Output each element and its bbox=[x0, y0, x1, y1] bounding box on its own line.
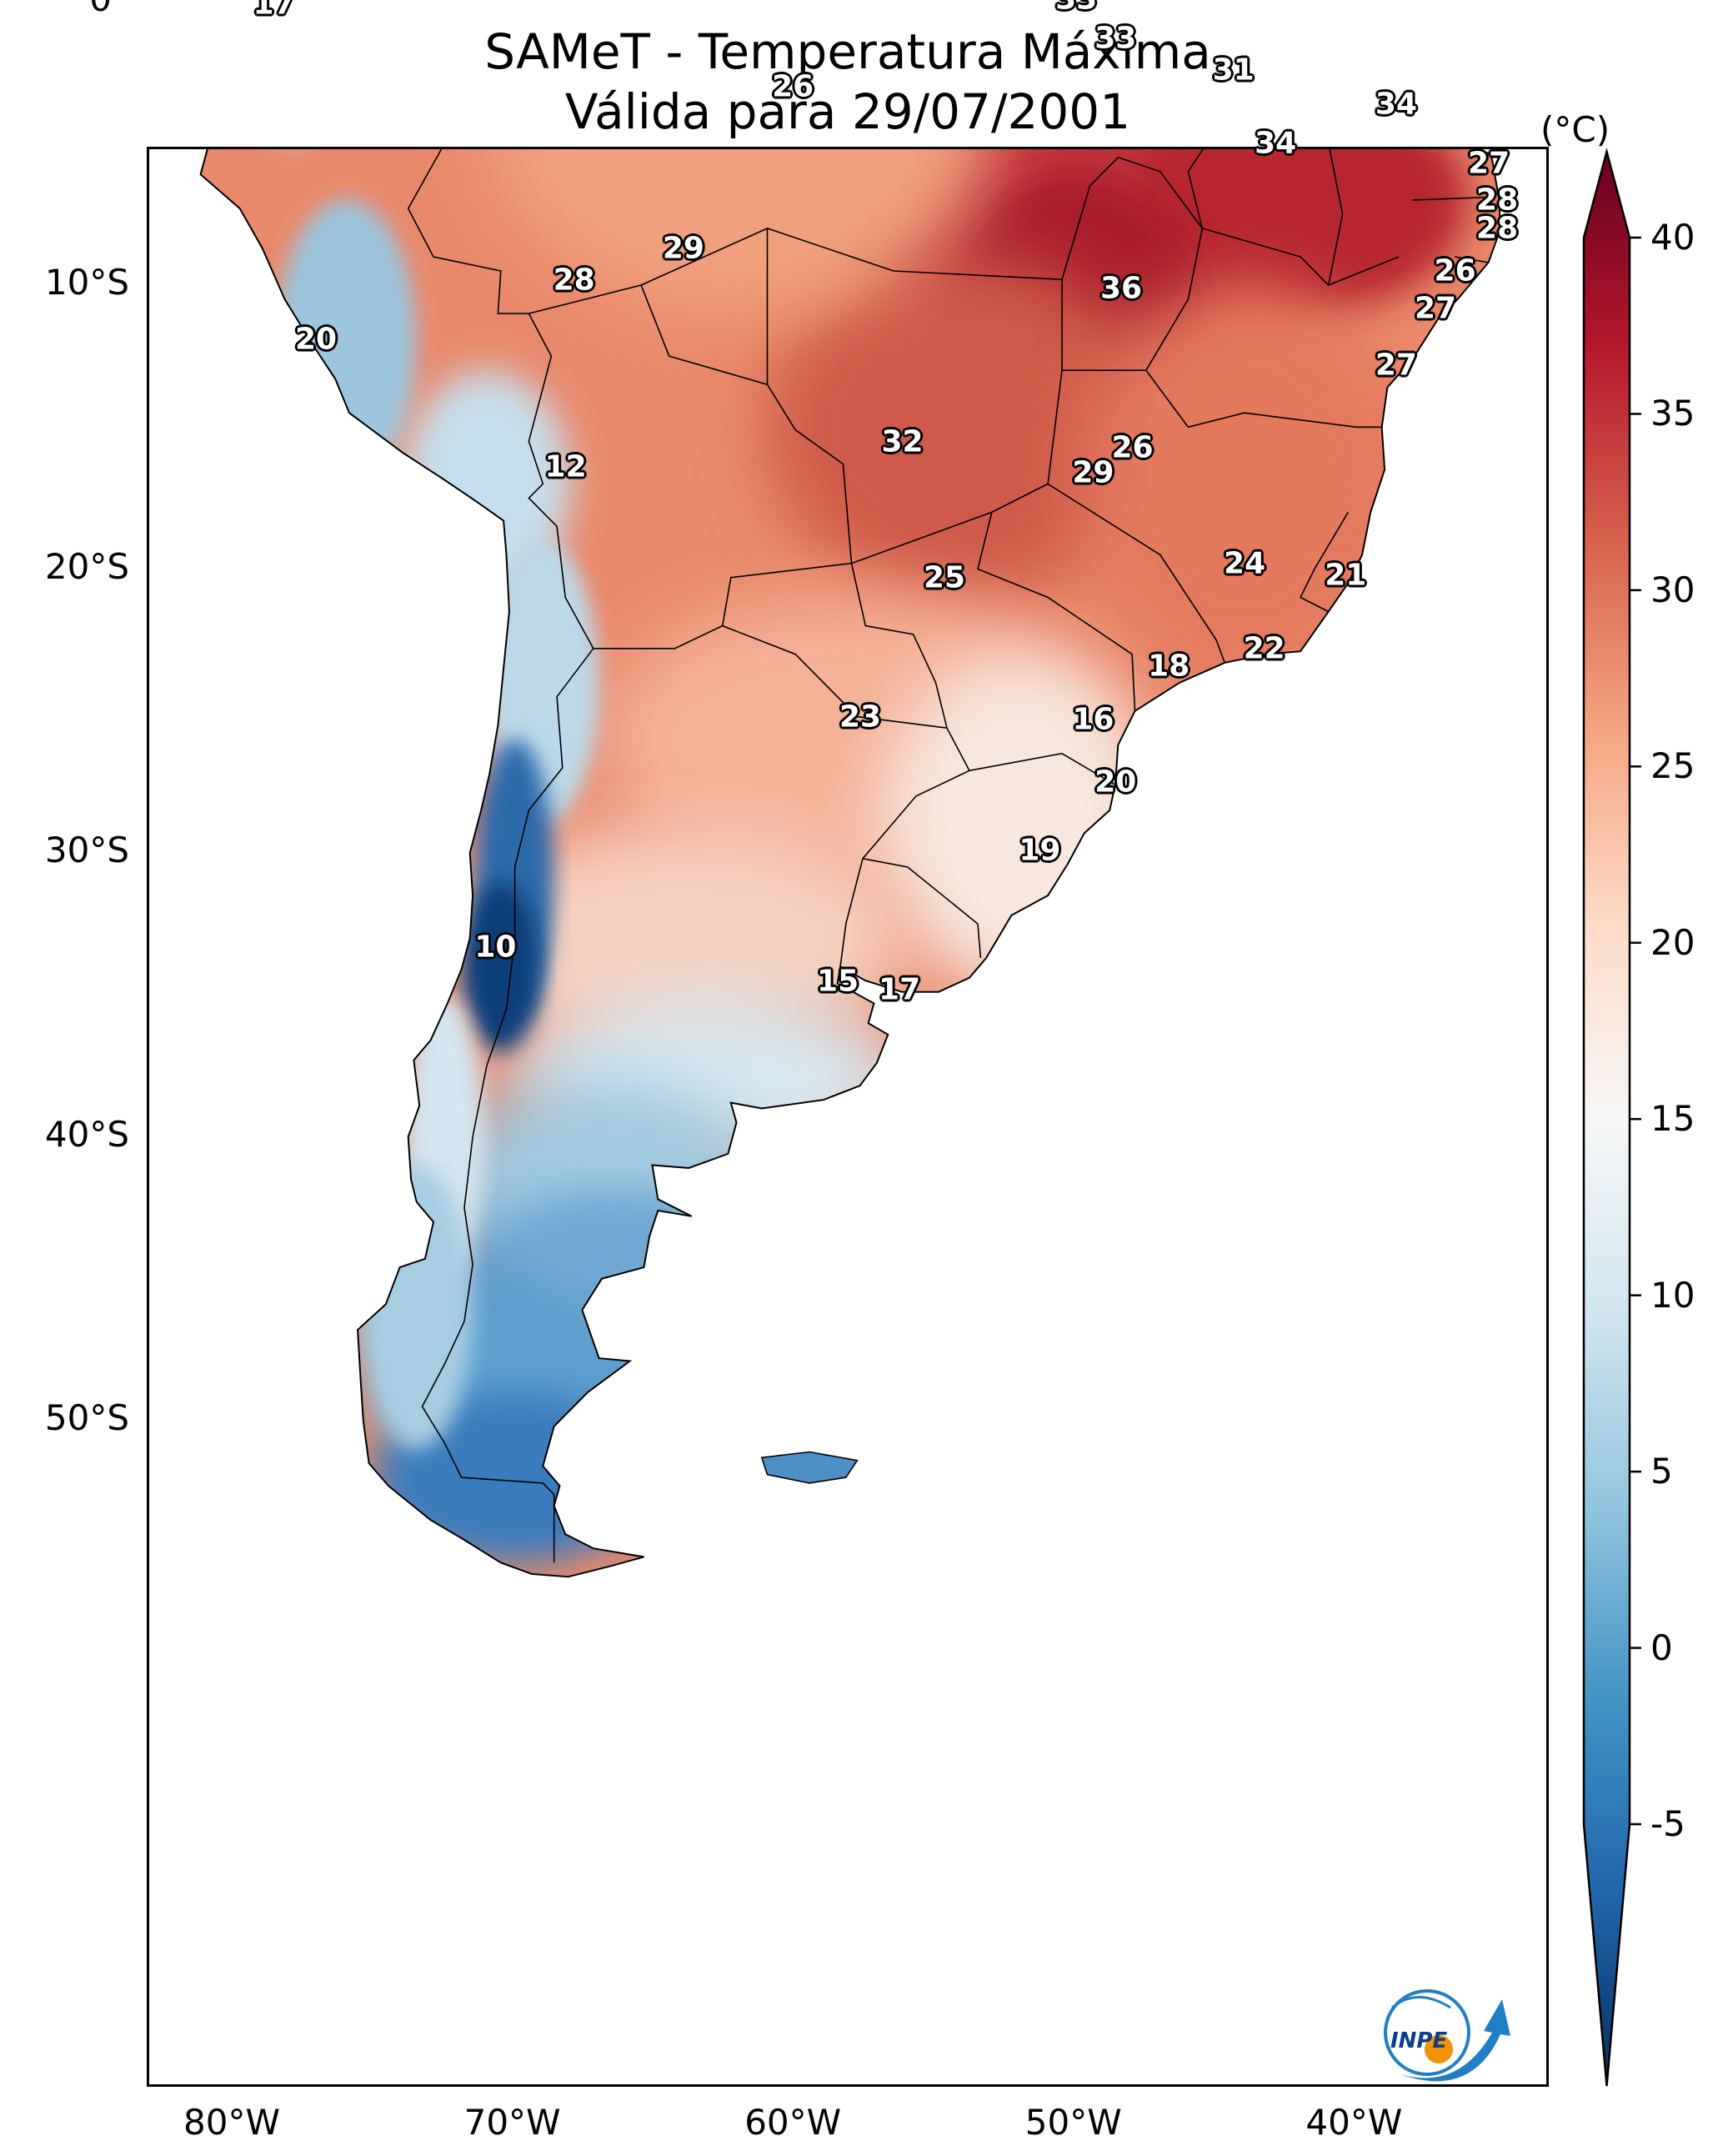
country-state-borders bbox=[407, 149, 1492, 1563]
station-value-label: 19 bbox=[1019, 833, 1061, 868]
station-value-label: 25 bbox=[923, 560, 966, 595]
station-value-label: 15 bbox=[817, 964, 859, 999]
station-value-label: 31 bbox=[1212, 53, 1255, 88]
station-value-label: 34 bbox=[1255, 126, 1297, 161]
station-value-label: 20 bbox=[1094, 765, 1137, 800]
temperature-field bbox=[163, 149, 1500, 1577]
colorbar-tick-label: 5 bbox=[1650, 1451, 1673, 1492]
longitude-label: 50°W bbox=[1024, 2102, 1122, 2143]
longitude-label: 70°W bbox=[463, 2102, 561, 2143]
map-title: SAMeT - Temperatura Máxima Válida para 2… bbox=[147, 22, 1549, 142]
station-value-label: 26 bbox=[1111, 430, 1154, 464]
station-value-label: 22 bbox=[1243, 631, 1285, 666]
station-value-label: 24 bbox=[1224, 546, 1266, 581]
colorbar-tick-label: 30 bbox=[1650, 569, 1695, 610]
station-value-label: 28 bbox=[553, 263, 595, 298]
station-value-label: 26 bbox=[772, 69, 814, 104]
station-value-label: 29 bbox=[1072, 455, 1114, 490]
station-value-label: 27 bbox=[1375, 348, 1417, 383]
inpe-logo: INPE bbox=[1384, 1989, 1510, 2082]
latitude-label: 10°S bbox=[44, 262, 129, 303]
longitude-label: 60°W bbox=[744, 2102, 842, 2143]
colorbar bbox=[1582, 148, 1641, 2087]
station-value-label: 12 bbox=[544, 449, 587, 484]
station-value-label: 29 bbox=[662, 231, 704, 266]
station-value-label: 27 bbox=[1467, 146, 1510, 181]
falkland-islands bbox=[760, 1451, 859, 1484]
station-value-label: 34 bbox=[1375, 87, 1417, 121]
station-value-label: 26 bbox=[1434, 253, 1476, 288]
station-value-label: 27 bbox=[1414, 291, 1457, 326]
colorbar-tick-label: -5 bbox=[1650, 1803, 1685, 1844]
colorbar-tick-label: 25 bbox=[1650, 745, 1695, 787]
colorbar-tick-label: 0 bbox=[1650, 1627, 1673, 1668]
longitude-label: 40°W bbox=[1305, 2102, 1403, 2143]
station-value-label: 20 bbox=[294, 322, 338, 357]
latitude-label: 30°S bbox=[44, 830, 129, 870]
colorbar-tick-label: 10 bbox=[1650, 1274, 1695, 1316]
title-line-1: SAMeT - Temperatura Máxima bbox=[484, 23, 1211, 80]
latitude-label: 40°S bbox=[44, 1113, 129, 1155]
station-value-label: 21 bbox=[1325, 558, 1367, 593]
latitude-label: 50°S bbox=[44, 1397, 129, 1438]
temperature-map bbox=[163, 149, 1501, 1578]
station-value-label: 23 bbox=[839, 699, 882, 735]
inpe-logo-text: INPE bbox=[1390, 2028, 1447, 2053]
station-value-label: 18 bbox=[1148, 649, 1190, 684]
colorbar-tick-label: 40 bbox=[1650, 217, 1695, 258]
station-value-label: 16 bbox=[1072, 702, 1114, 737]
colorbar-tick-label: 15 bbox=[1650, 1098, 1695, 1140]
station-value-label: 32 bbox=[881, 424, 924, 459]
colorbar-unit: (°C) bbox=[1540, 109, 1610, 150]
station-value-label: 33 bbox=[1055, 0, 1097, 16]
title-line-2: Válida para 29/07/2001 bbox=[564, 83, 1131, 140]
map-frame[interactable] bbox=[147, 147, 1549, 2087]
latitude-label: 20°S bbox=[44, 545, 129, 587]
coastline bbox=[199, 149, 1501, 1578]
longitude-label: 80°W bbox=[183, 2102, 280, 2143]
station-value-label: 33 bbox=[1094, 21, 1137, 56]
station-value-label: 36 bbox=[1099, 271, 1143, 306]
latitude-label: 0° bbox=[89, 0, 129, 19]
station-value-label: 28 bbox=[1476, 211, 1519, 246]
station-value-label: 17 bbox=[253, 0, 295, 22]
station-value-label: 10 bbox=[474, 930, 517, 965]
colorbar-tick-label: 35 bbox=[1650, 393, 1695, 434]
falklands-island bbox=[760, 1451, 859, 1484]
colorbar-tick-label: 20 bbox=[1650, 921, 1695, 963]
station-value-label: 28 bbox=[1476, 183, 1519, 218]
station-value-label: 17 bbox=[879, 972, 921, 1007]
